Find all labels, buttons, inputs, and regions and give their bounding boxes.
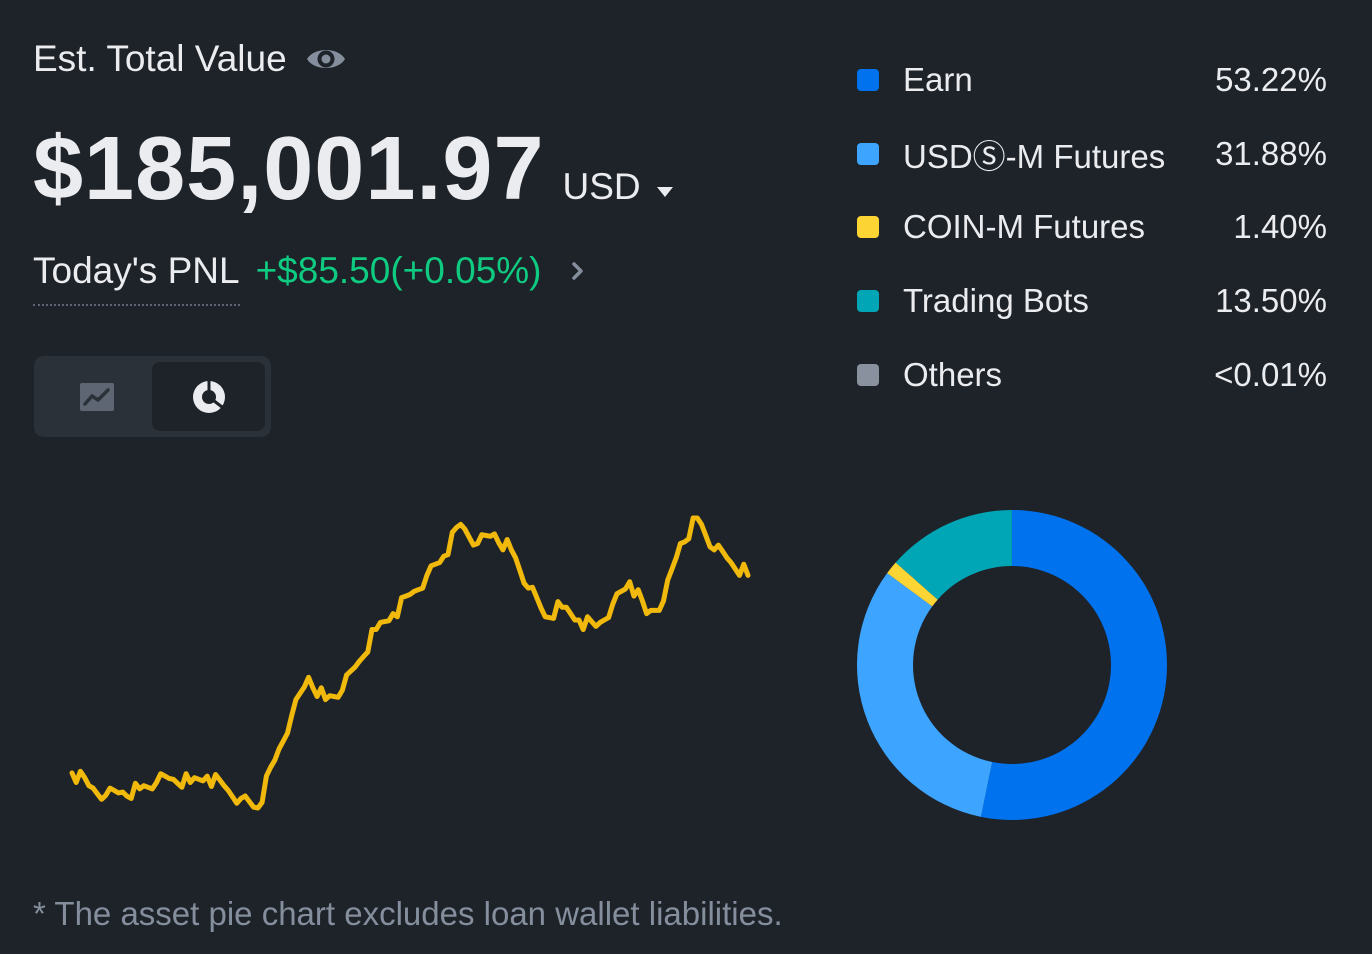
legend-label: COIN-M Futures [903, 208, 1146, 245]
donut-slice-usd-m-futures[interactable] [857, 573, 993, 817]
legend-swatch [857, 69, 879, 91]
legend-swatch [857, 364, 879, 386]
line-chart-icon [79, 382, 114, 411]
legend-label: Others [903, 356, 1003, 393]
legend-label: USDⓈ-M Futures [903, 138, 1166, 175]
eye-icon[interactable] [305, 38, 347, 80]
legend-label: Trading Bots [903, 282, 1089, 319]
currency-label: USD [562, 166, 641, 207]
footnote: * The asset pie chart excludes loan wall… [33, 895, 783, 932]
pnl-label[interactable]: Today's PNL [33, 250, 240, 306]
pnl-value: +$85.50(+0.05%) [255, 250, 542, 291]
donut-slice-coin-m-futures[interactable] [887, 562, 938, 607]
legend-swatch [857, 216, 879, 238]
legend-percentage: 13.50% [1215, 282, 1327, 319]
page-title: Est. Total Value [33, 38, 287, 79]
balance-line-chart [69, 515, 751, 811]
caret-down-icon [656, 187, 673, 197]
legend-percentage: 53.22% [1215, 61, 1327, 98]
pie-chart-icon [192, 379, 225, 413]
line-chart-view-button[interactable] [40, 362, 153, 431]
legend-item-coin-m-futures: COIN-M Futures 1.40% [857, 207, 1327, 247]
legend-item-earn: Earn 53.22% [857, 60, 1327, 100]
balance-row: $185,001.97 USD [33, 118, 675, 221]
legend-percentage: 1.40% [1233, 208, 1327, 245]
legend-label: Earn [903, 61, 973, 98]
donut-slice-trading-bots[interactable] [895, 510, 1012, 600]
total-balance: $185,001.97 [33, 119, 545, 219]
allocation-donut-chart [857, 510, 1168, 820]
legend-item-others: Others <0.01% [857, 355, 1327, 395]
currency-select[interactable]: USD [545, 166, 675, 208]
legend-percentage: <0.01% [1214, 356, 1327, 393]
balance-series-line [69, 515, 751, 811]
pie-chart-view-button[interactable] [152, 362, 265, 431]
chevron-right-icon[interactable] [570, 259, 586, 283]
chart-view-toggle [34, 356, 271, 437]
legend-swatch [857, 290, 879, 312]
pnl-row[interactable]: Today's PNL +$85.50(+0.05%) [33, 250, 586, 306]
legend-swatch [857, 143, 879, 165]
legend-percentage: 31.88% [1215, 135, 1327, 172]
legend-item-trading-bots: Trading Bots 13.50% [857, 281, 1327, 321]
donut-slice-earn[interactable] [980, 510, 1168, 820]
total-value-header: Est. Total Value [33, 38, 347, 80]
legend-item-usds-m-futures: USDⓈ-M Futures 31.88% [857, 134, 1327, 175]
